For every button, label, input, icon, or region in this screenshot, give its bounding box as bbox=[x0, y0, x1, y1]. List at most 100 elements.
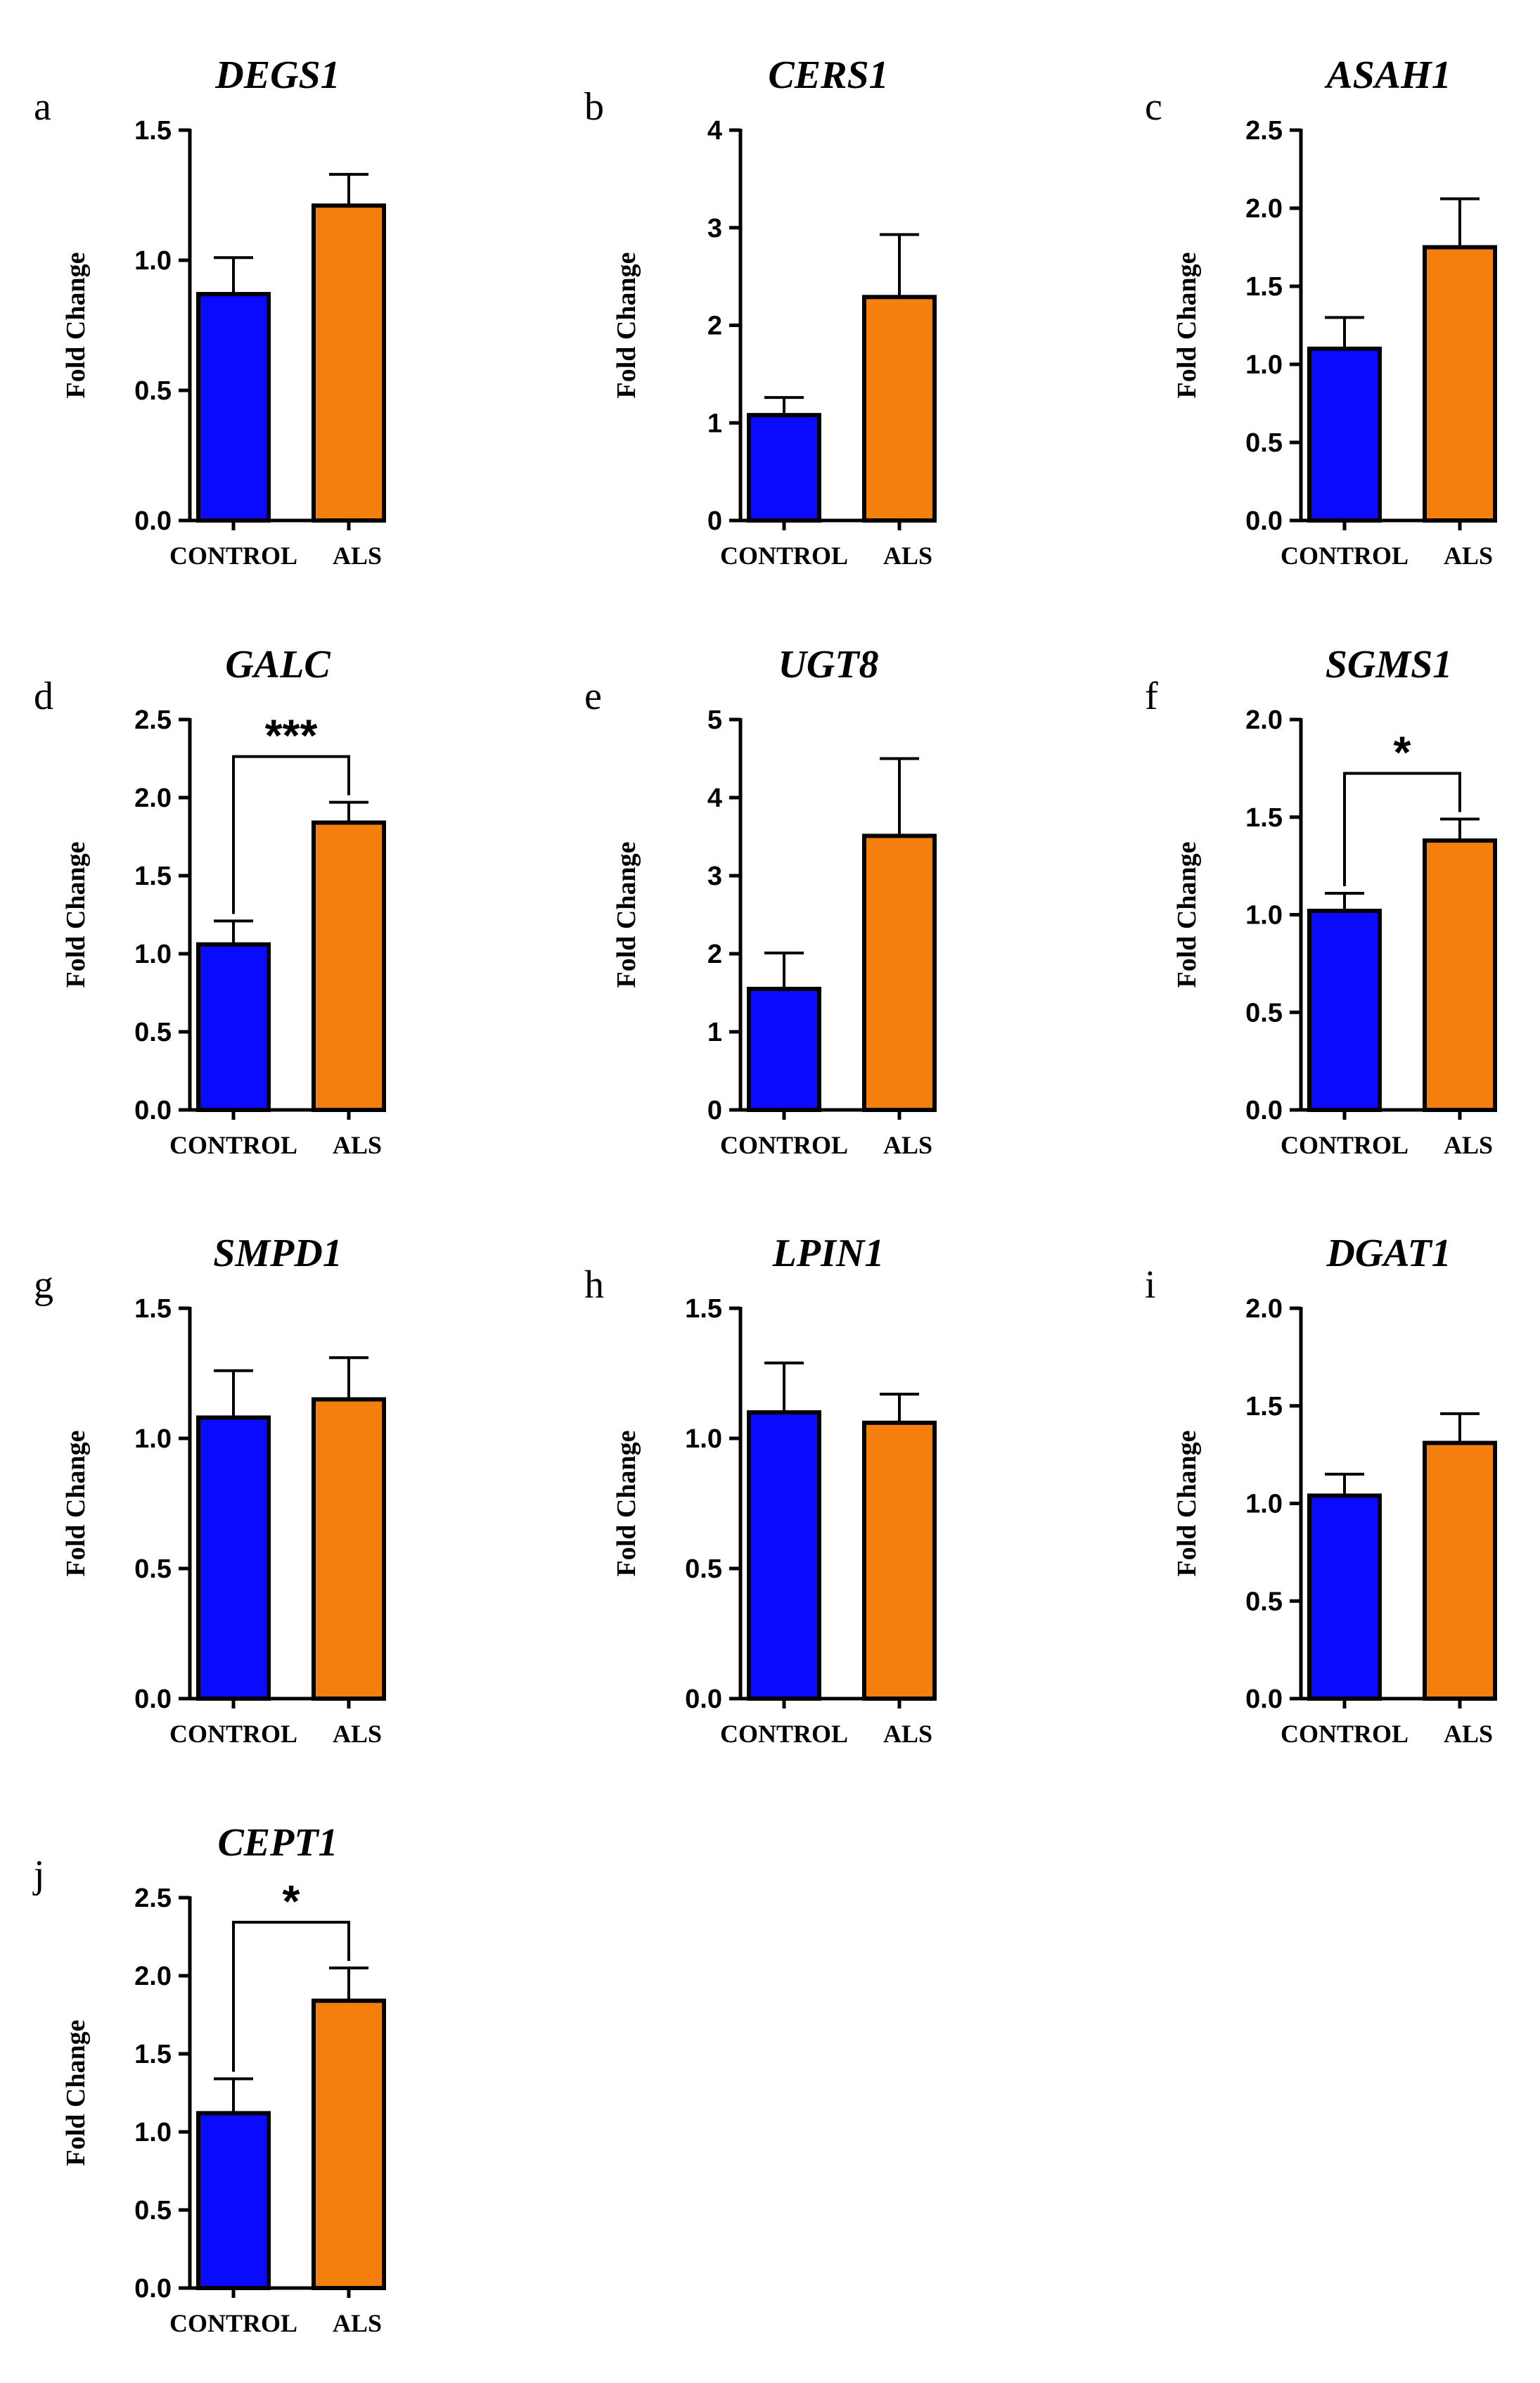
bar-als bbox=[862, 833, 937, 1112]
y-tick-label: 3 bbox=[707, 862, 722, 891]
y-tick-label: 2.5 bbox=[1245, 116, 1283, 146]
chart-title: GALC bbox=[225, 643, 331, 686]
y-tick-label: 1.5 bbox=[1245, 272, 1283, 302]
y-tick-label: 0.5 bbox=[134, 376, 172, 406]
y-tick-label: 1 bbox=[707, 1018, 722, 1047]
x-category-label: ALS bbox=[333, 1720, 382, 1748]
chart-title: SGMS1 bbox=[1326, 643, 1453, 686]
bar-als bbox=[312, 203, 386, 523]
chart-title: LPIN1 bbox=[772, 1232, 885, 1275]
bar-als bbox=[862, 295, 937, 523]
x-category-label: ALS bbox=[333, 1131, 382, 1159]
x-category-label: ALS bbox=[333, 2309, 382, 2337]
bar-control bbox=[196, 292, 271, 523]
panel-letter: d bbox=[34, 675, 53, 718]
chart-panel-j: j CEPT1 Fold Change 0.0 0.5 1.0 1.5 2.0 2.5 CONTR… bbox=[32, 1821, 386, 2337]
y-tick-label: 1.5 bbox=[1245, 1392, 1283, 1422]
y-tick-label: 0.5 bbox=[134, 1554, 172, 1584]
x-category-label: CONTROL bbox=[720, 1131, 848, 1159]
bar-control bbox=[747, 986, 821, 1112]
y-tick-label: 1.5 bbox=[134, 2040, 172, 2069]
bar-control bbox=[1307, 908, 1382, 1112]
y-tick-label: 1.5 bbox=[685, 1294, 722, 1324]
y-axis-label: Fold Change bbox=[61, 253, 91, 399]
y-tick-label: 0.0 bbox=[1245, 1096, 1283, 1125]
y-tick-label: 2.5 bbox=[134, 705, 172, 735]
y-axis-label: Fold Change bbox=[61, 842, 91, 988]
y-tick-label: 0 bbox=[707, 506, 722, 536]
x-category-label: ALS bbox=[883, 542, 932, 570]
x-category-label: ALS bbox=[333, 542, 382, 570]
y-tick-label: 1.0 bbox=[134, 2118, 172, 2147]
bar-control bbox=[1307, 1493, 1382, 1701]
bar-control bbox=[747, 1410, 821, 1701]
x-category-label: ALS bbox=[1444, 542, 1493, 570]
x-category-label: CONTROL bbox=[720, 1720, 848, 1748]
y-tick-label: 4 bbox=[707, 784, 722, 813]
chart-panel-b: b CERS1 Fold Change 0 1 2 3 4 CONTROL ALS bbox=[584, 53, 937, 570]
chart-panel-g: g SMPD1 Fold Change 0.0 0.5 1.0 1.5 CONTROL ALS bbox=[34, 1232, 386, 1748]
chart-title: CEPT1 bbox=[217, 1821, 338, 1865]
x-category-label: CONTROL bbox=[169, 2309, 297, 2337]
y-axis-label: Fold Change bbox=[612, 253, 641, 399]
y-tick-label: 1.5 bbox=[1245, 803, 1283, 833]
y-axis-label: Fold Change bbox=[612, 1431, 641, 1577]
y-tick-label: 4 bbox=[707, 116, 722, 146]
panel-letter: a bbox=[34, 85, 51, 129]
bar-als bbox=[1423, 245, 1497, 523]
chart-panel-i: i DGAT1 Fold Change 0.0 0.5 1.0 1.5 2.0 CONTROL A… bbox=[1145, 1232, 1497, 1748]
y-tick-label: 2.0 bbox=[134, 1962, 172, 1991]
panel-letter: e bbox=[584, 675, 602, 718]
chart-title: DEGS1 bbox=[214, 53, 340, 97]
panel-letter: j bbox=[32, 1853, 45, 1896]
x-category-label: ALS bbox=[883, 1131, 932, 1159]
y-tick-label: 0.5 bbox=[1245, 998, 1283, 1028]
panel-letter: b bbox=[584, 85, 604, 129]
x-category-label: CONTROL bbox=[169, 542, 297, 570]
panel-letter: h bbox=[584, 1263, 604, 1307]
y-tick-label: 2.0 bbox=[1245, 705, 1283, 735]
chart-panel-e: e UGT8 Fold Change 0 1 2 3 4 5 CONTROL ALS bbox=[584, 643, 937, 1159]
y-tick-label: 0.0 bbox=[134, 506, 172, 536]
chart-title: ASAH1 bbox=[1324, 53, 1451, 97]
y-axis-label: Fold Change bbox=[61, 2020, 91, 2166]
bar-als bbox=[312, 1998, 386, 2291]
y-tick-label: 2 bbox=[707, 312, 722, 341]
bar-als bbox=[862, 1420, 937, 1701]
y-tick-label: 2.0 bbox=[1245, 1294, 1283, 1324]
y-tick-label: 0.0 bbox=[685, 1685, 722, 1714]
y-tick-label: 0.0 bbox=[134, 1096, 172, 1125]
y-tick-label: 0 bbox=[707, 1096, 722, 1125]
chart-panel-h: h LPIN1 Fold Change 0.0 0.5 1.0 1.5 CONTROL ALS bbox=[584, 1232, 937, 1748]
bar-control bbox=[1307, 346, 1382, 523]
x-category-label: CONTROL bbox=[169, 1131, 297, 1159]
y-tick-label: 0.5 bbox=[1245, 1587, 1283, 1616]
chart-panel-a: a DEGS1 Fold Change 0.0 0.5 1.0 1.5 CONTROL ALS bbox=[34, 53, 386, 570]
x-category-label: ALS bbox=[1444, 1720, 1493, 1748]
bar-als bbox=[312, 1397, 386, 1701]
y-tick-label: 0.5 bbox=[1245, 428, 1283, 458]
panel-letter: f bbox=[1145, 675, 1158, 718]
y-tick-label: 5 bbox=[707, 705, 722, 735]
chart-panel-c: c ASAH1 Fold Change 0.0 0.5 1.0 1.5 2.0 2.5 CONTR… bbox=[1145, 53, 1497, 570]
y-tick-label: 2.0 bbox=[134, 784, 172, 813]
y-tick-label: 1 bbox=[707, 409, 722, 438]
chart-panel-f: f SGMS1 Fold Change 0.0 0.5 1.0 1.5 2.0 CONTROL A… bbox=[1145, 643, 1497, 1159]
x-category-label: ALS bbox=[1444, 1131, 1493, 1159]
bar-als bbox=[1423, 1440, 1497, 1701]
y-tick-label: 0.0 bbox=[134, 1685, 172, 1714]
y-tick-label: 2.5 bbox=[134, 1884, 172, 1913]
significance-label: *** bbox=[265, 710, 318, 761]
bar-control bbox=[747, 413, 821, 523]
x-category-label: CONTROL bbox=[1281, 1131, 1409, 1159]
y-tick-label: 1.0 bbox=[134, 1424, 172, 1454]
y-tick-label: 0.5 bbox=[134, 2196, 172, 2225]
chart-panel-d: d GALC Fold Change 0.0 0.5 1.0 1.5 2.0 2.5 CONTRO… bbox=[34, 643, 386, 1159]
bar-control bbox=[196, 1415, 271, 1701]
significance-bracket bbox=[232, 755, 350, 914]
bar-control bbox=[196, 942, 271, 1113]
y-tick-label: 0.5 bbox=[134, 1018, 172, 1047]
chart-title: CERS1 bbox=[768, 53, 888, 97]
x-category-label: CONTROL bbox=[720, 542, 848, 570]
